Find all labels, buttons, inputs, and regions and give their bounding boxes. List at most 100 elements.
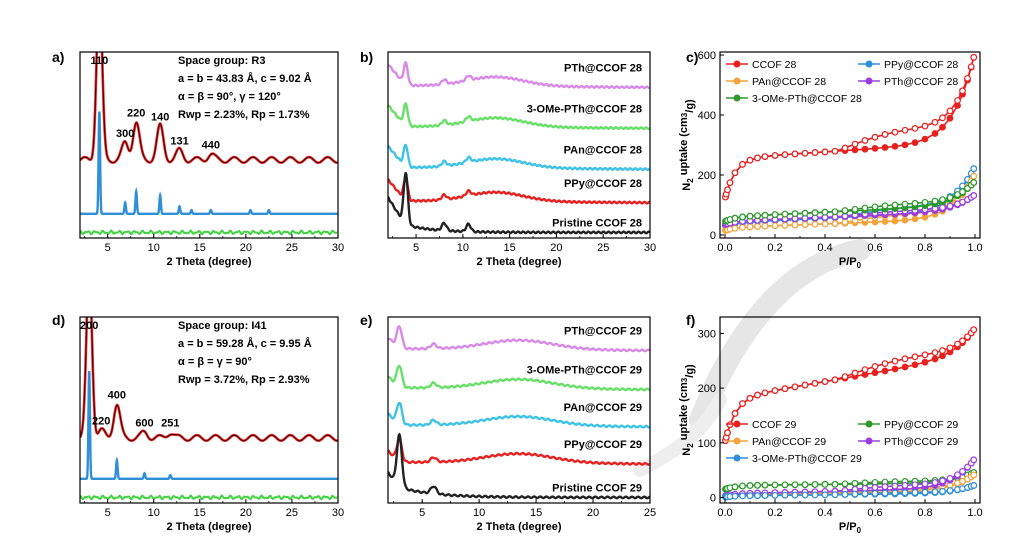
isotherm-point (871, 363, 879, 370)
legend-label: CCOF 28 (752, 59, 797, 71)
isotherm-point (821, 481, 829, 488)
y-axis-label: N2 uptake (cm3/g) (678, 99, 696, 191)
isotherm-point (881, 489, 889, 497)
x-tick-label: 25 (597, 242, 609, 254)
isotherm-point (851, 205, 859, 213)
isotherm-point (841, 480, 849, 488)
isotherm-point (970, 179, 978, 186)
isotherm-point (821, 378, 829, 385)
isotherm-point (964, 463, 971, 471)
isotherm-point (901, 363, 909, 371)
isotherm-point (841, 373, 849, 381)
pxrd-trace (388, 401, 650, 429)
x-tick-label: 10 (148, 242, 160, 254)
isotherm-point (967, 63, 975, 71)
isotherm-point (921, 198, 929, 206)
plot-frame (387, 51, 651, 239)
isotherm-point (781, 210, 789, 218)
isotherm-point (831, 147, 839, 155)
x-tick-label: 0.4 (817, 507, 832, 519)
isotherm-point (851, 146, 859, 154)
isotherm-point (761, 153, 769, 161)
plot-area (80, 317, 338, 501)
isotherm-point (811, 491, 819, 499)
isotherm-point (871, 490, 879, 497)
trace-label: PTh@CCOF 29 (564, 326, 642, 338)
isotherm-point (901, 481, 909, 489)
isotherm-point (754, 492, 761, 499)
pxrd-trace (388, 364, 650, 392)
x-tick-label: 0.4 (817, 242, 832, 254)
isotherm-point (754, 391, 761, 399)
isotherm-point (954, 191, 961, 198)
isotherm-point (821, 148, 829, 156)
x-tick-label: 1.0 (967, 507, 982, 519)
pxrd-trace (388, 324, 650, 353)
trace-label: PTh@CCOF 28 (564, 62, 642, 74)
isotherm-point (724, 186, 731, 194)
watermark-swoosh (633, 393, 727, 477)
isotherm-point (861, 490, 869, 498)
panel-b: b) PTh@CCOF 28 3-OMe-PTh@CCOF 28 PAn@CCOF 2… (360, 49, 656, 268)
isotherm-point (861, 137, 869, 144)
x-tick-label: 0.8 (917, 242, 932, 254)
isotherm-point (746, 394, 754, 402)
trace-label: Pristine CCOF 29 (552, 482, 642, 494)
isotherm-point (811, 209, 819, 217)
isotherm-point (811, 149, 819, 156)
isotherm-point (761, 211, 769, 219)
plot-area (388, 60, 650, 235)
isotherm-point (954, 340, 961, 348)
isotherm-point (761, 481, 769, 489)
peak-label: 110 (90, 55, 108, 67)
isotherm-point (959, 337, 966, 345)
difference-curve (80, 229, 338, 236)
x-tick-label: 10 (457, 242, 469, 254)
peak-label: 140 (151, 111, 169, 123)
isotherm-point (939, 487, 946, 495)
isotherm-point (726, 179, 734, 187)
x-tick-label: 5 (419, 507, 425, 519)
panel-label: b) (360, 49, 373, 65)
isotherm-point (831, 208, 839, 216)
isotherm-point (946, 474, 954, 482)
legend-marker (733, 60, 741, 68)
isotherm-point (939, 114, 946, 122)
plot-frame (719, 316, 981, 504)
peak-label: 440 (202, 139, 220, 151)
isotherm-point (746, 156, 754, 164)
isotherm-point (891, 482, 899, 490)
isotherm-point (970, 471, 978, 479)
isotherm-point (939, 477, 946, 485)
x-tick-label: 1.0 (967, 242, 982, 254)
isotherm-point (921, 480, 929, 488)
cell-parameter-line: Rwp = 2.23%, Rp = 1.73% (178, 109, 310, 121)
isotherm-point (811, 379, 819, 387)
isotherm-point (739, 160, 746, 168)
legend-label: PAn@CCOF 28 (752, 76, 826, 88)
x-axis-label: 2 Theta (degree) (167, 521, 252, 533)
x-tick-label: 5 (413, 242, 419, 254)
isotherm-point (931, 479, 939, 486)
trace-label: 3-OMe-PTh@CCOF 28 (527, 103, 642, 115)
x-tick-label: 10 (148, 507, 160, 519)
y-tick-label: 0 (710, 493, 716, 505)
isotherm-point (901, 141, 909, 149)
isotherm-point (781, 491, 789, 499)
pxrd-trace (388, 102, 650, 131)
isotherm-point (801, 149, 809, 157)
isotherm-point (831, 220, 839, 227)
legend-marker (733, 77, 741, 85)
isotherm-point (724, 429, 731, 437)
peak-label: 220 (92, 415, 110, 427)
isotherm-point (811, 481, 819, 488)
legend-marker (733, 420, 741, 428)
x-tick-label: 0.0 (717, 242, 732, 254)
isotherm-point (746, 482, 754, 489)
cell-parameter-line: α = β = γ = 90° (178, 356, 252, 368)
cell-parameter-line: a = b = 59.28 Å, c = 9.95 Å (178, 337, 312, 350)
isotherm-point (891, 489, 899, 497)
isotherm-point (811, 220, 819, 228)
isotherm-point (771, 211, 779, 219)
isotherm-point (891, 357, 899, 365)
